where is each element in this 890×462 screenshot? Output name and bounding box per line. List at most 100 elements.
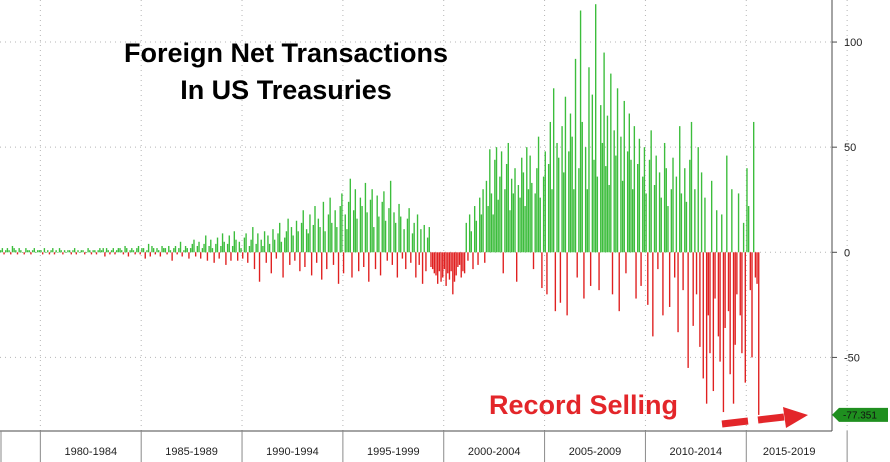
bar bbox=[470, 231, 473, 253]
bar bbox=[742, 222, 745, 253]
bar bbox=[739, 252, 741, 316]
bar bbox=[201, 248, 204, 253]
bar bbox=[499, 176, 501, 253]
bar bbox=[610, 73, 612, 253]
bar bbox=[600, 105, 602, 253]
bar bbox=[314, 206, 316, 253]
bar bbox=[689, 159, 691, 253]
bar bbox=[726, 155, 728, 253]
bar bbox=[655, 155, 657, 253]
bar bbox=[450, 252, 452, 272]
bar bbox=[682, 252, 684, 291]
bar bbox=[263, 231, 266, 253]
bar bbox=[667, 206, 669, 253]
bar bbox=[142, 248, 145, 253]
bar bbox=[346, 229, 348, 253]
bar bbox=[10, 252, 12, 255]
bar bbox=[714, 252, 716, 299]
bar bbox=[258, 252, 261, 282]
bar bbox=[352, 210, 355, 253]
bar bbox=[512, 193, 515, 253]
bar bbox=[505, 163, 508, 253]
bar bbox=[80, 250, 83, 253]
bar bbox=[13, 248, 15, 253]
bar bbox=[626, 151, 629, 253]
bar bbox=[77, 250, 79, 253]
bar bbox=[329, 197, 331, 253]
bar bbox=[354, 189, 357, 253]
bar bbox=[568, 151, 570, 253]
bar bbox=[403, 229, 405, 253]
bar bbox=[753, 121, 755, 253]
bar bbox=[640, 252, 642, 286]
bar bbox=[705, 252, 708, 404]
bar bbox=[492, 214, 494, 253]
bar bbox=[731, 189, 733, 253]
bar bbox=[668, 252, 671, 307]
bar bbox=[8, 250, 10, 253]
bar bbox=[569, 113, 572, 253]
axes bbox=[0, 0, 833, 432]
bar bbox=[218, 252, 220, 259]
bar bbox=[15, 250, 17, 253]
bar bbox=[336, 227, 338, 253]
bar bbox=[663, 142, 666, 253]
bar bbox=[435, 252, 437, 276]
bar bbox=[732, 252, 735, 404]
bar bbox=[559, 252, 562, 303]
bar bbox=[679, 126, 681, 253]
bar bbox=[85, 252, 88, 253]
x-period-label: 2005-2009 bbox=[569, 446, 622, 458]
bar bbox=[421, 252, 424, 284]
bar bbox=[690, 121, 693, 253]
bar bbox=[309, 214, 311, 253]
bar bbox=[462, 252, 464, 272]
bar bbox=[551, 189, 553, 253]
bar bbox=[405, 252, 407, 270]
bar bbox=[67, 250, 69, 253]
bar bbox=[458, 252, 461, 265]
bar bbox=[40, 250, 42, 253]
bar bbox=[536, 168, 538, 253]
bar bbox=[144, 252, 146, 259]
bar bbox=[236, 252, 239, 261]
bar bbox=[531, 182, 533, 253]
bar bbox=[312, 224, 315, 253]
bar bbox=[416, 214, 419, 253]
bar bbox=[3, 252, 5, 255]
bar bbox=[519, 197, 521, 253]
bar bbox=[45, 252, 47, 253]
bar bbox=[198, 241, 200, 253]
bar bbox=[591, 94, 594, 253]
bar bbox=[621, 180, 624, 253]
bar bbox=[146, 250, 148, 253]
bar bbox=[537, 136, 540, 253]
bar bbox=[184, 245, 187, 253]
bar bbox=[122, 252, 125, 255]
annotation-arrowhead bbox=[783, 407, 808, 428]
bar bbox=[282, 252, 284, 278]
bar bbox=[460, 252, 462, 278]
bar bbox=[230, 252, 232, 261]
bar bbox=[47, 250, 49, 253]
bar bbox=[196, 245, 199, 253]
bar bbox=[50, 250, 52, 253]
bar bbox=[131, 248, 133, 253]
bar bbox=[521, 157, 523, 253]
bar bbox=[223, 241, 225, 253]
bar bbox=[426, 237, 429, 253]
bar bbox=[55, 250, 57, 253]
bar bbox=[73, 248, 76, 253]
bar bbox=[200, 252, 202, 259]
bar bbox=[396, 252, 399, 278]
bar bbox=[225, 252, 227, 265]
x-period-label: 2015-2019 bbox=[763, 446, 816, 458]
bar bbox=[305, 229, 308, 253]
bar bbox=[620, 136, 622, 253]
bar bbox=[598, 252, 600, 291]
bar bbox=[583, 252, 585, 299]
bar bbox=[500, 151, 503, 253]
bar bbox=[423, 224, 425, 253]
bar bbox=[420, 229, 422, 253]
x-period-label: 1985-1989 bbox=[165, 446, 218, 458]
